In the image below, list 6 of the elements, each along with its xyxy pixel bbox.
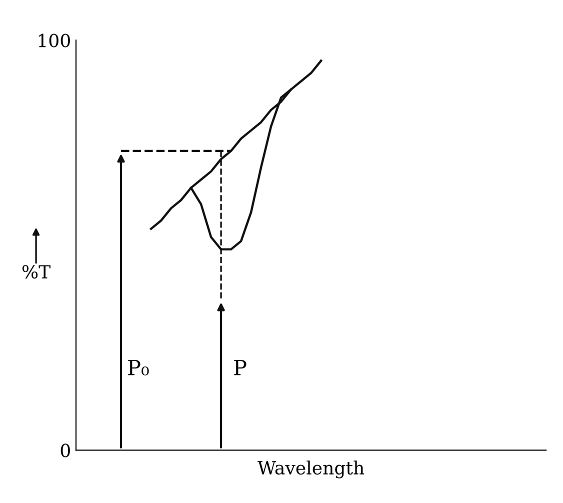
annotation: P (234, 360, 246, 376)
y-tick-label: 0 (60, 444, 70, 458)
annotation: P₀ (128, 360, 149, 376)
y-tick-label: 100 (38, 34, 70, 48)
y-axis-title: %T (22, 264, 50, 279)
x-axis-title: Wavelength (258, 460, 364, 478)
